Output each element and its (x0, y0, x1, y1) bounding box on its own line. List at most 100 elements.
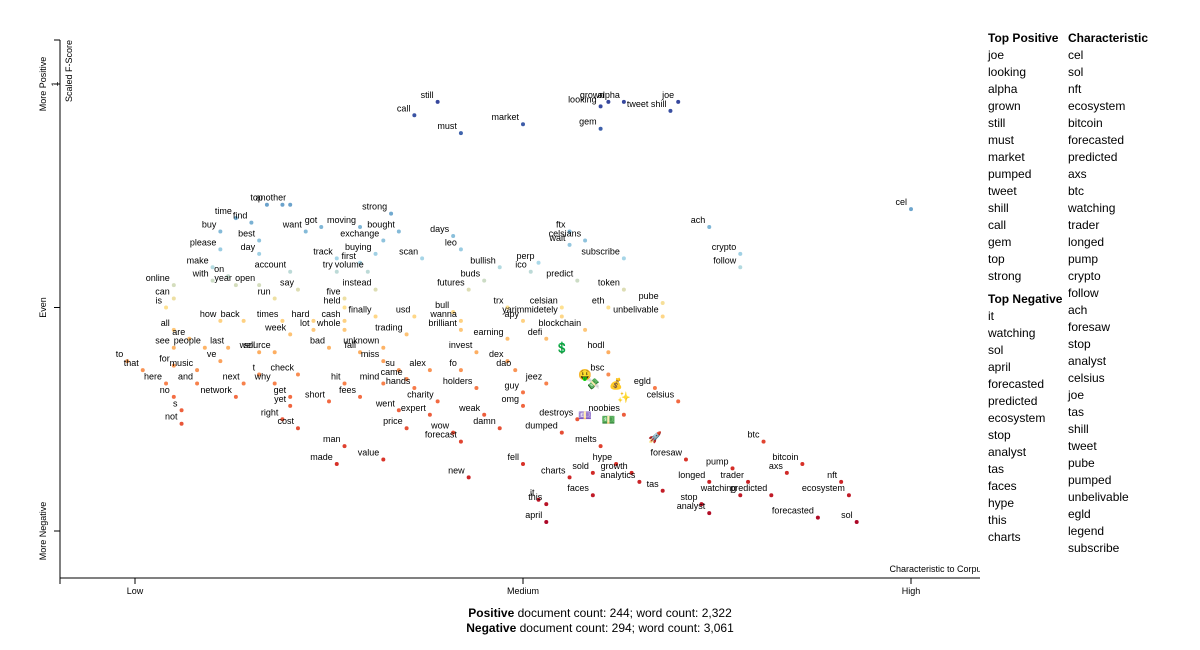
characteristic-item: bitcoin (1068, 116, 1103, 130)
point-label-hit: hit (331, 371, 341, 381)
point-account (288, 269, 293, 274)
point-dumped (559, 430, 564, 435)
point-label-alpha: alpha (598, 90, 620, 100)
rocket-icon: 🚀 (648, 431, 662, 444)
point-label-analytics: analytics (600, 470, 636, 480)
point-wait (567, 242, 572, 247)
point-label-no: no (160, 385, 170, 395)
point-no (171, 394, 176, 399)
point-blockchain (583, 327, 588, 332)
point-hit (342, 381, 347, 386)
point-label-guy: guy (504, 380, 519, 390)
point-label-longed: longed (678, 470, 705, 480)
point-usd (412, 314, 417, 319)
point-mind (381, 381, 386, 386)
point-label-celsius: celsius (647, 389, 675, 399)
point-april (544, 520, 549, 525)
point-tas (660, 488, 665, 493)
point-yet (288, 403, 293, 408)
point-whole (342, 327, 347, 332)
point-joe (676, 99, 681, 104)
point-label-week: week (264, 322, 287, 332)
point-label-hodl: hodl (587, 340, 604, 350)
point-guy (521, 390, 525, 395)
point-label-came: came (381, 367, 403, 377)
characteristic-item: nft (1068, 82, 1082, 96)
point-trx (505, 305, 510, 310)
point-wow (451, 430, 456, 435)
point-label-nft: nft (827, 470, 838, 480)
characteristic-item: unbelivable (1068, 490, 1129, 504)
point-trader (746, 479, 751, 484)
point-right (280, 417, 285, 422)
point-all (171, 327, 176, 332)
characteristic-item: legend (1068, 524, 1105, 538)
point-label-check: check (270, 363, 294, 373)
point-label-cel: cel (895, 197, 907, 207)
characteristic-item: subscribe (1068, 541, 1120, 555)
point-label-went: went (375, 398, 396, 408)
point-ve (218, 359, 223, 364)
point-strong (389, 211, 394, 216)
point-label-right: right (261, 407, 279, 417)
point-defi (544, 336, 549, 341)
point-to (125, 359, 130, 364)
point-label-buying: buying (345, 242, 372, 252)
top-negative-item: analyst (988, 445, 1027, 459)
point-label-that: that (124, 358, 140, 368)
point-hands (412, 385, 417, 390)
top-negative-item: hype (988, 496, 1015, 510)
point-time (233, 216, 238, 221)
point-and (195, 381, 200, 386)
point-label-network: network (200, 385, 232, 395)
characteristic-item: forecasted (1068, 133, 1125, 147)
characteristic-item: predicted (1068, 150, 1118, 164)
characteristic-item: foresaw (1068, 320, 1111, 334)
point-hype (614, 461, 619, 466)
top-positive-item: looking (988, 65, 1027, 79)
point-analyst (707, 511, 712, 516)
point-label-dumped: dumped (525, 421, 558, 431)
top-positive-item: tweet (988, 184, 1017, 198)
point-check (295, 372, 300, 377)
bank-note-icon: 💷 (578, 409, 592, 422)
top-negative-item: forecasted (988, 377, 1045, 391)
point-label-fall: fall (345, 340, 357, 350)
point-celsian (559, 305, 564, 310)
point-how (218, 318, 223, 323)
point-label-forecast: forecast (425, 430, 458, 440)
point-label-another: another (256, 193, 287, 203)
y-tick-label: 1 (50, 81, 60, 86)
point-label-how: how (200, 309, 217, 319)
point-fell (521, 461, 525, 466)
characteristic-item: stop (1068, 337, 1091, 351)
grinning-money-face-icon: 🤑 (578, 369, 592, 382)
point-days (451, 233, 456, 238)
point-try (334, 269, 339, 274)
point-label-apy: apy (504, 309, 519, 319)
top-negative-heading: Top Negative (988, 292, 1063, 306)
point-foresaw (683, 457, 688, 462)
point-label-trx: trx (493, 296, 503, 306)
point-label-track: track (313, 246, 333, 256)
point-label-damn: damn (473, 416, 496, 426)
point-label-pube: pube (639, 291, 659, 301)
point-leo (458, 247, 463, 252)
point-label-hands: hands (386, 376, 411, 386)
point-pube (660, 301, 665, 306)
point-open (257, 283, 262, 288)
point-label-subscribe: subscribe (581, 246, 620, 256)
point-label-exchange: exchange (340, 228, 379, 238)
point-label-on: on (214, 264, 224, 274)
top-positive-item: top (988, 252, 1005, 266)
top-negative-item: predicted (988, 394, 1038, 408)
top-positive-column: Top Positive joe looking alpha grown still mu… (988, 30, 1062, 546)
point-label-well: well (239, 340, 256, 350)
point-label-cost: cost (277, 416, 294, 426)
point-this (544, 502, 549, 507)
point-year (233, 283, 238, 288)
characteristic-item: pumped (1068, 473, 1112, 487)
point-label-fees: fees (339, 385, 357, 395)
point-next (241, 381, 246, 386)
point-top (264, 202, 269, 207)
